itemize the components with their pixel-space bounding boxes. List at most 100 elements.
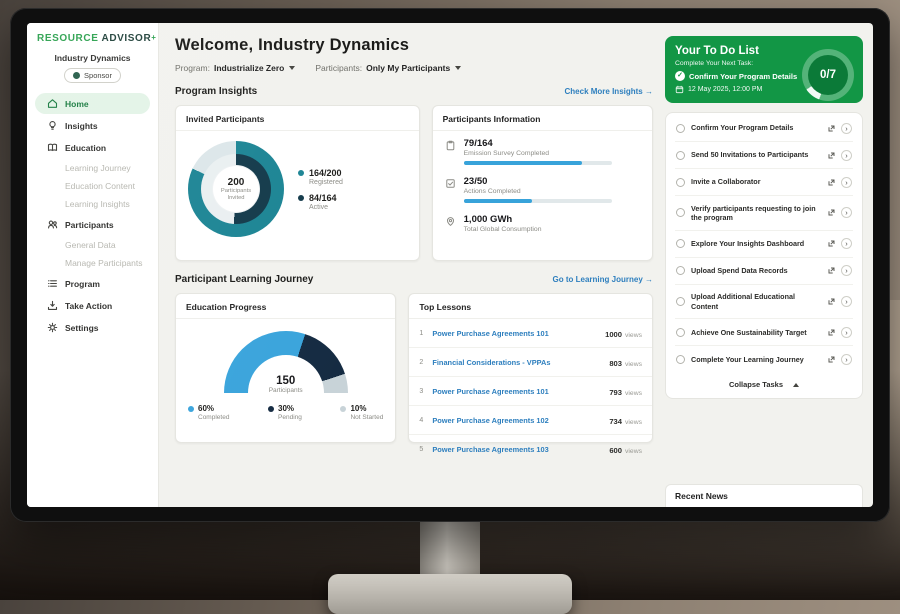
task-label: Complete Your Learning Journey — [691, 354, 804, 364]
top-lessons-card: Top Lessons 1 Power Purchase Agreements … — [408, 293, 653, 455]
todo-panel: Your To Do List Complete Your Next Task:… — [665, 23, 873, 507]
open-icon — [828, 152, 835, 158]
arrow-right-icon: → — [645, 275, 653, 284]
todo-title: Your To Do List — [675, 45, 759, 57]
monitor-stand-neck — [420, 516, 480, 580]
lesson-row: 1 Power Purchase Agreements 101 1000 view… — [409, 319, 652, 348]
chevron-right-icon[interactable]: › — [841, 149, 852, 161]
chevron-right-icon[interactable]: › — [841, 353, 852, 365]
lesson-link[interactable]: Power Purchase Agreements 102 — [432, 415, 549, 425]
lesson-rank: 4 — [419, 416, 424, 424]
sponsor-badge[interactable]: Sponsor — [64, 68, 121, 83]
task-checkbox[interactable] — [676, 354, 685, 364]
logo-plus: + — [151, 33, 157, 42]
lesson-views: 734 — [609, 417, 622, 426]
monitor-stand-base — [328, 574, 572, 614]
pin-icon — [446, 217, 454, 226]
collapse-tasks-link[interactable]: Collapse Tasks — [675, 372, 853, 396]
sidebar-item-learning-insights[interactable]: Learning Insights — [65, 199, 130, 209]
program-filter-value: Industrialize Zero — [213, 63, 285, 73]
sidebar-item-program[interactable]: Program — [35, 273, 150, 294]
legend-item-pending: 30% Pending — [268, 404, 302, 421]
task-checkbox[interactable] — [676, 327, 685, 337]
sidebar-item-learning-journey[interactable]: Learning Journey — [65, 163, 131, 173]
task-checkbox[interactable] — [676, 177, 685, 187]
legend-label: Completed — [198, 414, 230, 421]
sidebar-item-education-content[interactable]: Education Content — [65, 181, 135, 191]
lesson-views: 600 — [609, 446, 622, 455]
chevron-right-icon[interactable]: › — [841, 296, 852, 308]
task-checkbox[interactable] — [676, 208, 685, 218]
legend-item-not-started: 10% Not Started — [340, 404, 383, 421]
todo-due-date: 12 May 2025, 12:00 PM — [675, 85, 799, 94]
sidebar-item-settings[interactable]: Settings — [35, 317, 150, 338]
people-icon — [48, 220, 58, 229]
lesson-views: 793 — [609, 388, 622, 397]
views-word: views — [625, 448, 642, 455]
invited-legend: 164/200 Registered 84/164 Active — [298, 161, 343, 218]
lesson-link[interactable]: Power Purchase Agreements 101 — [432, 328, 549, 338]
sidebar-nav: Home Insights Education Learning Journey… — [27, 92, 158, 339]
chevron-right-icon[interactable]: › — [841, 265, 852, 277]
program-filter[interactable]: Program: Industrialize Zero — [175, 63, 296, 73]
sidebar-item-general-data[interactable]: General Data — [65, 240, 116, 250]
task-row[interactable]: Verify participants requesting to join t… — [675, 196, 853, 231]
lesson-link[interactable]: Power Purchase Agreements 103 — [432, 444, 549, 454]
sidebar-item-manage-participants[interactable]: Manage Participants — [65, 258, 143, 268]
sidebar-item-take-action[interactable]: Take Action — [35, 295, 150, 316]
lesson-row: 2 Financial Considerations - VPPAs 803 vi… — [409, 348, 652, 377]
lesson-rank: 2 — [419, 358, 424, 366]
sidebar-item-participants[interactable]: Participants — [35, 214, 150, 235]
gear-icon — [47, 322, 58, 333]
task-row[interactable]: Explore Your Insights Dashboard › — [675, 231, 853, 258]
chevron-right-icon[interactable]: › — [841, 238, 852, 250]
sidebar-item-label: Take Action — [65, 300, 113, 311]
chevron-right-icon[interactable]: › — [841, 207, 852, 219]
open-icon — [828, 267, 835, 274]
chevron-right-icon[interactable]: › — [841, 122, 852, 134]
arrow-right-icon: → — [645, 87, 653, 96]
task-row[interactable]: Send 50 Invitations to Participants › — [675, 142, 853, 169]
task-row[interactable]: Complete Your Learning Journey › — [675, 346, 853, 372]
todo-subtitle: Complete Your Next Task: — [675, 60, 754, 67]
task-label: Invite a Collaborator — [691, 177, 761, 187]
lesson-row: 5 Power Purchase Agreements 103 600 views — [409, 435, 652, 463]
chevron-right-icon[interactable]: › — [841, 176, 852, 188]
task-label: Achieve One Sustainability Target — [691, 327, 807, 337]
sidebar-item-education[interactable]: Education — [35, 137, 150, 158]
bulb-icon — [49, 121, 56, 130]
task-checkbox[interactable] — [676, 297, 685, 307]
recent-news-header[interactable]: Recent News — [665, 484, 863, 507]
lesson-link[interactable]: Financial Considerations - VPPAs — [432, 357, 551, 367]
lesson-rank: 5 — [419, 445, 424, 453]
participants-filter[interactable]: Participants: Only My Participants — [315, 63, 462, 73]
sidebar-item-insights[interactable]: Insights — [35, 115, 150, 136]
task-checkbox[interactable] — [676, 150, 685, 160]
insights-cards-row: Invited Participants 200 Participants In… — [175, 105, 653, 261]
page-title: Welcome, Industry Dynamics — [175, 36, 410, 54]
task-checkbox[interactable] — [676, 123, 685, 133]
task-checkbox[interactable] — [676, 266, 685, 276]
progress-track — [463, 199, 612, 203]
sidebar-item-label: Education — [65, 142, 107, 153]
sidebar-item-home[interactable]: Home — [35, 93, 150, 114]
legend-value: 30% — [278, 404, 295, 413]
sidebar-item-label: Settings — [65, 322, 99, 333]
chevron-down-icon — [289, 66, 296, 70]
info-label: Actions Completed — [463, 188, 521, 195]
download-icon — [47, 300, 58, 310]
todo-next-task[interactable]: ✓ Confirm Your Program Details — [675, 71, 799, 81]
task-row[interactable]: Confirm Your Program Details › — [675, 115, 853, 142]
link-label: Check More Insights — [564, 87, 643, 96]
task-checkbox[interactable] — [676, 239, 685, 249]
task-row[interactable]: Achieve One Sustainability Target › — [675, 319, 853, 347]
lesson-link[interactable]: Power Purchase Agreements 101 — [432, 386, 549, 396]
go-to-learning-journey-link[interactable]: Go to Learning Journey → — [553, 275, 653, 284]
chevron-right-icon[interactable]: › — [841, 326, 852, 338]
chevron-down-icon — [455, 66, 462, 70]
task-row[interactable]: Invite a Collaborator › — [675, 169, 853, 196]
task-row[interactable]: Upload Additional Educational Content › — [675, 285, 853, 320]
gauge-center: 150 Participants — [224, 375, 348, 394]
task-row[interactable]: Upload Spend Data Records › — [675, 258, 853, 285]
check-more-insights-link[interactable]: Check More Insights → — [565, 87, 653, 96]
